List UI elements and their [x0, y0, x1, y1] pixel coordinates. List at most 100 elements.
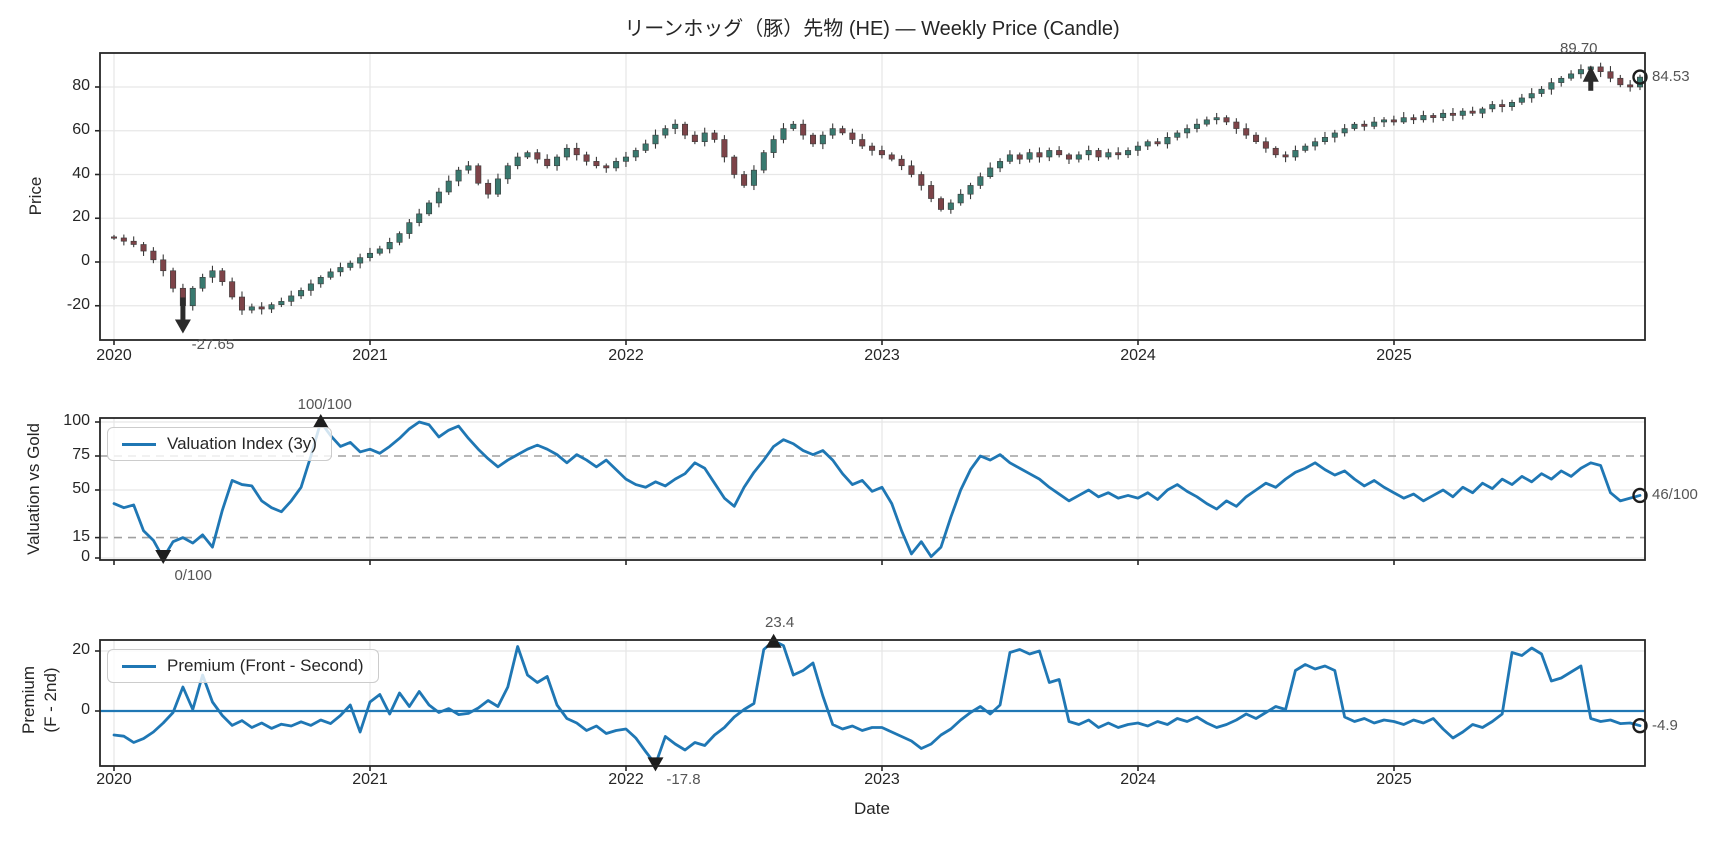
candle-body	[711, 132, 718, 140]
valuation-min-marker	[155, 550, 172, 564]
candle-body	[396, 233, 403, 243]
candle-body	[1341, 128, 1348, 134]
candle-body	[1253, 134, 1260, 142]
candle-body	[1282, 154, 1289, 158]
x-tick-label: 2025	[1376, 347, 1412, 364]
candle-body	[1154, 141, 1161, 145]
y-tick-label: 80	[72, 77, 90, 94]
price-last-value-label: 84.53	[1652, 68, 1690, 86]
candle-body	[1213, 117, 1220, 121]
candle-body	[603, 165, 610, 169]
candle-body	[1558, 77, 1565, 83]
candle-body	[957, 193, 964, 204]
candle-body	[504, 165, 511, 180]
x-tick-label: 2024	[1120, 347, 1156, 364]
candle-body	[908, 165, 915, 175]
candle-body	[928, 185, 935, 199]
candle-body	[406, 222, 413, 234]
candle-body	[1026, 152, 1033, 160]
price-min-arrow-head	[174, 319, 191, 334]
candle-body	[416, 213, 423, 223]
candle-body	[120, 237, 127, 242]
valuation-max-marker	[312, 414, 329, 428]
candle-body	[1627, 84, 1634, 88]
candle-body	[347, 262, 354, 268]
candle-body	[573, 147, 580, 156]
price-min-annotation: -27.65	[191, 336, 235, 354]
x-tick-label: 2020	[96, 347, 132, 364]
candle-body	[1381, 119, 1388, 123]
candle-body	[869, 145, 876, 151]
candle-body	[209, 270, 216, 278]
y-tick-label: 15	[72, 527, 90, 545]
candle-body	[898, 158, 905, 167]
candle-body	[327, 271, 334, 278]
x-tick-label: 2022	[608, 347, 644, 364]
x-tick-label: 2023	[864, 347, 900, 364]
candle-body	[987, 167, 994, 177]
candle-body	[1459, 110, 1466, 116]
candle-body	[1036, 152, 1043, 158]
candle-body	[258, 306, 265, 310]
candle-body	[780, 128, 787, 140]
candle-body	[455, 169, 462, 182]
y-tick-label: 75	[72, 446, 90, 463]
valuation-max-annotation: 100/100	[297, 396, 352, 413]
candle-body	[849, 132, 856, 140]
candle-body	[278, 301, 285, 305]
candle-body	[445, 180, 452, 193]
candle-body	[1518, 97, 1525, 103]
x-tick-label: 2025	[1376, 771, 1412, 788]
candle-body	[1440, 112, 1447, 118]
candle-body	[1410, 117, 1417, 121]
y-tick-label: 0	[81, 701, 90, 718]
candle-body	[1607, 71, 1614, 79]
candle-body	[760, 152, 767, 171]
candle-body	[199, 277, 206, 289]
candle-body	[918, 174, 925, 186]
candle-body	[583, 154, 590, 162]
premium-last-point-marker	[1632, 718, 1648, 734]
legend-line-sample	[122, 664, 156, 668]
panel-spine	[99, 417, 1646, 561]
premium-line	[112, 639, 1642, 766]
x-tick-label: 2020	[96, 771, 132, 788]
candle-body	[485, 182, 492, 195]
candle-body	[701, 132, 708, 142]
candle-body	[1321, 137, 1328, 142]
premium-min-annotation: -17.8	[666, 771, 701, 789]
price-last-point-marker	[1632, 69, 1648, 85]
candle-body	[150, 250, 157, 261]
x-tick-label: 2024	[1120, 771, 1156, 788]
candle-body	[859, 139, 866, 147]
candle-body	[1193, 123, 1200, 129]
candle-body	[1144, 141, 1151, 147]
premium-max-annotation: 23.4	[765, 613, 795, 631]
legend-line-sample	[122, 442, 156, 446]
price-max-arrow-stem	[1588, 79, 1594, 91]
candle-body	[160, 259, 167, 272]
candle-body	[1420, 115, 1427, 121]
panel-spine	[99, 52, 1646, 341]
candle-body	[1184, 128, 1191, 134]
candle-body	[741, 174, 748, 186]
candle-body	[1331, 132, 1338, 138]
candle-body	[642, 143, 649, 151]
candle-body	[800, 123, 807, 136]
x-tick-label: 2021	[352, 771, 388, 788]
candle-body	[829, 128, 836, 136]
y-tick-label: 20	[72, 208, 90, 226]
candle-body	[475, 165, 482, 184]
premium-legend: Premium (Front - Second)	[107, 649, 379, 683]
valuation-last-point-marker	[1632, 487, 1648, 504]
candle-body	[622, 156, 629, 162]
candle-body	[248, 306, 255, 311]
candle-body	[317, 277, 324, 285]
valuation-line	[112, 420, 1642, 560]
candle-body	[652, 134, 659, 145]
panel-spine	[99, 639, 1646, 767]
premium-legend-label: Premium (Front - Second)	[167, 656, 364, 675]
candle-body	[426, 202, 433, 215]
